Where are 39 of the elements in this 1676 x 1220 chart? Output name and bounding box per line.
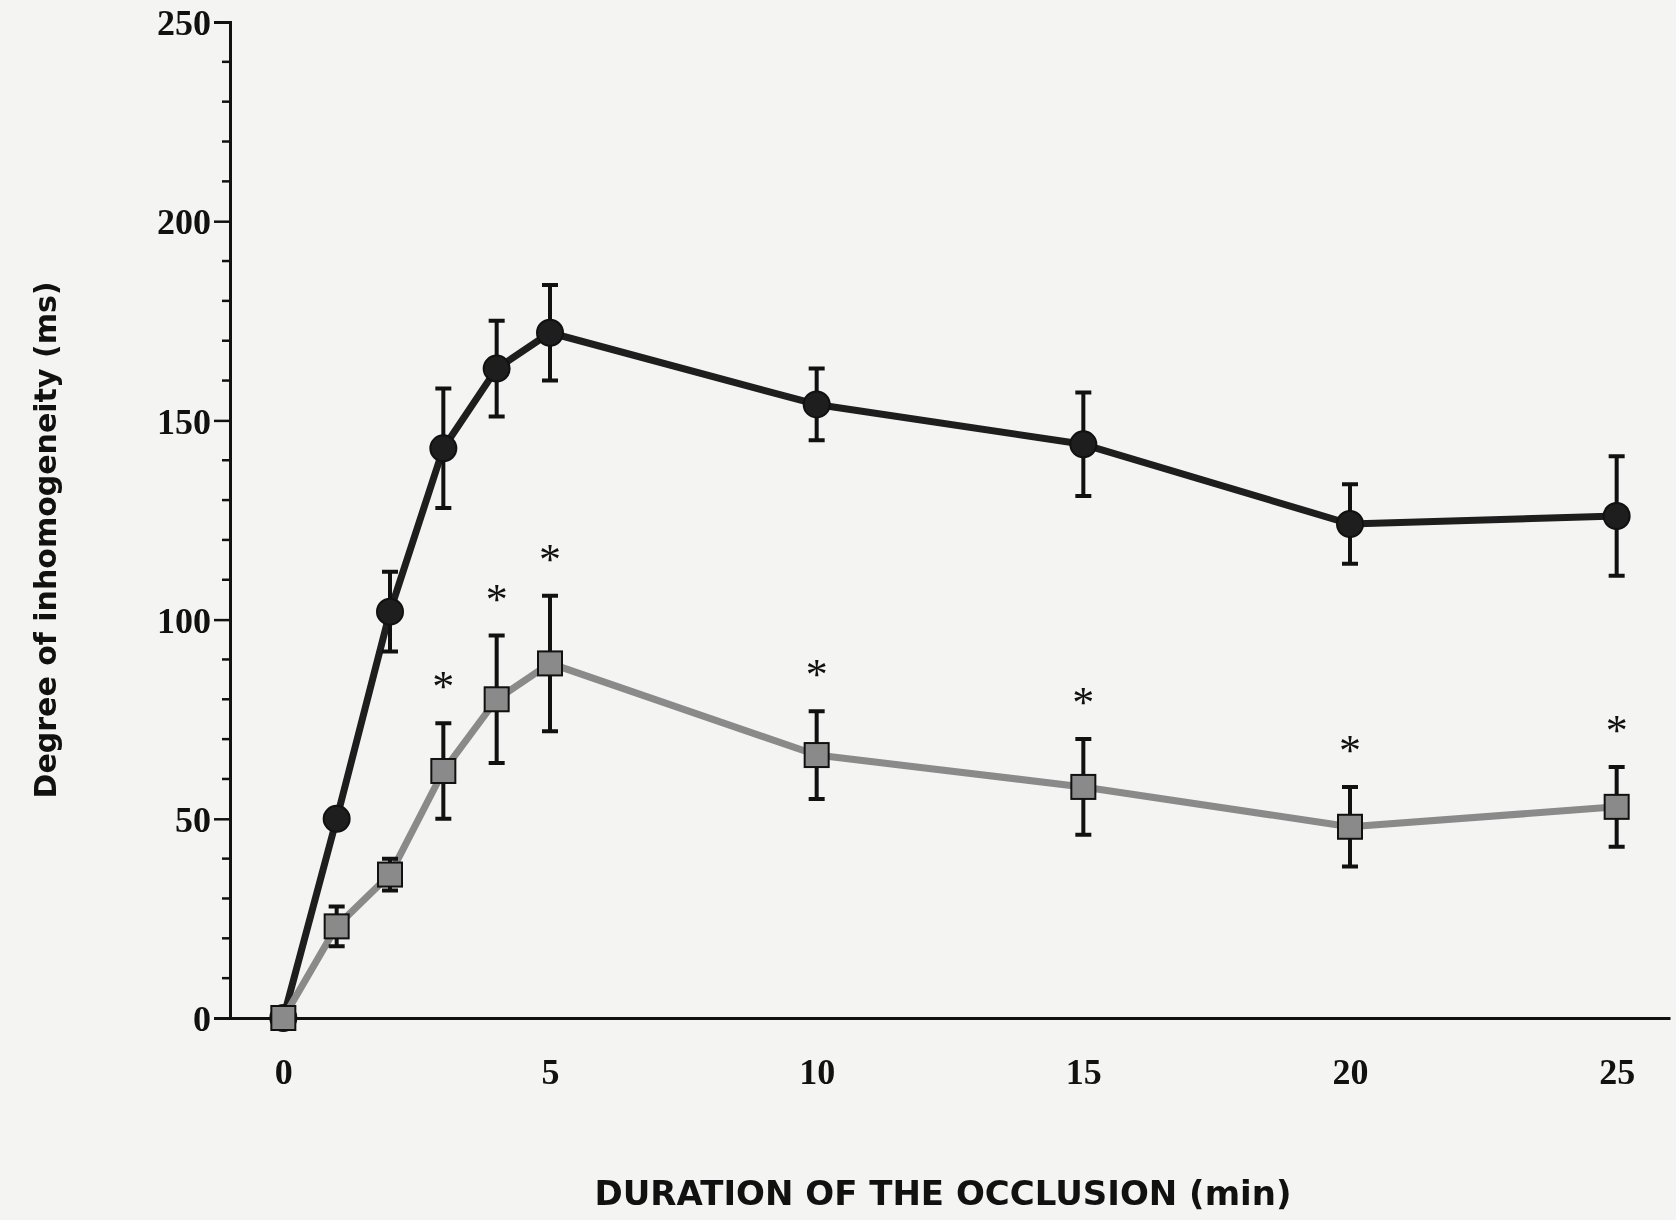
point bbox=[537, 650, 563, 677]
point bbox=[322, 804, 351, 833]
annotation: * bbox=[485, 574, 508, 624]
annotation: * bbox=[1072, 678, 1095, 728]
x-tick-label: 20 bbox=[1332, 1051, 1369, 1092]
annotation: * bbox=[805, 650, 828, 700]
point bbox=[377, 861, 403, 888]
y-tick-label: 100 bbox=[157, 600, 211, 641]
y-tick-label: 250 bbox=[157, 3, 211, 44]
point bbox=[1602, 502, 1631, 531]
annotation: * bbox=[432, 662, 455, 712]
point bbox=[1069, 430, 1098, 459]
point bbox=[803, 742, 830, 769]
point bbox=[482, 354, 511, 383]
annotation: * bbox=[1339, 725, 1361, 775]
point bbox=[802, 390, 831, 419]
x-tick-label: 25 bbox=[1599, 1051, 1636, 1092]
point bbox=[1336, 509, 1364, 538]
x-tick-label: 15 bbox=[1065, 1051, 1102, 1092]
point bbox=[1070, 773, 1097, 800]
x-tick-label: 5 bbox=[541, 1051, 560, 1092]
point bbox=[323, 913, 350, 940]
point bbox=[1337, 813, 1363, 840]
annotation: * bbox=[1605, 706, 1628, 756]
y-tick-label: 150 bbox=[157, 401, 211, 442]
y-axis-title: Degree of inhomogeneity (ms) bbox=[28, 281, 63, 799]
point bbox=[429, 434, 458, 463]
point bbox=[1603, 793, 1630, 820]
x-tick-label: 0 bbox=[274, 1051, 293, 1092]
x-tick-label: 10 bbox=[799, 1051, 836, 1092]
point bbox=[430, 757, 457, 784]
point bbox=[483, 686, 510, 713]
point bbox=[376, 597, 404, 626]
y-tick-label: 200 bbox=[157, 202, 211, 243]
x-axis-title: DURATION OF THE OCCLUSION (min) bbox=[594, 1173, 1292, 1213]
annotation: * bbox=[539, 534, 561, 584]
y-tick-label: 0 bbox=[193, 999, 211, 1040]
point bbox=[536, 318, 564, 347]
y-tick-label: 50 bbox=[175, 799, 211, 840]
